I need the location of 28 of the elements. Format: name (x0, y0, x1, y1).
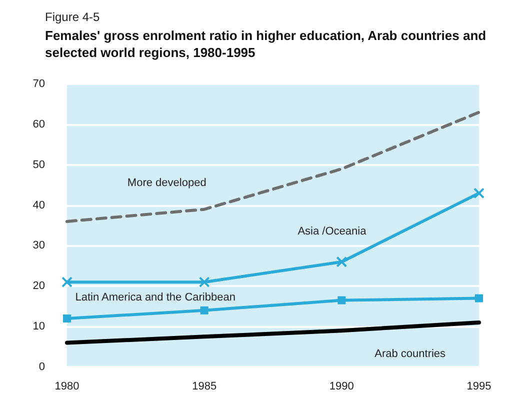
point (63, 314, 71, 322)
point (338, 296, 346, 304)
point (474, 188, 484, 199)
y-tick-label: 20 (32, 280, 45, 292)
y-tick-label: 50 (32, 158, 45, 171)
y-tick-label: 70 (32, 78, 45, 90)
y-tick-label: 40 (32, 199, 45, 212)
point (198, 276, 210, 288)
point (200, 306, 208, 314)
y-tick-label: 60 (32, 118, 45, 130)
series-label: Asia /Oceania (298, 226, 368, 238)
series-label: Latin America and the Caribbean (75, 291, 236, 304)
line-series (66, 110, 480, 223)
y-tick-label: 10 (32, 320, 45, 333)
x-tick-label: 1995 (466, 380, 492, 392)
series-label: Arab countries (374, 348, 446, 360)
point (62, 276, 72, 288)
y-tick-label: 0 (38, 361, 45, 373)
line-series (65, 320, 481, 345)
x-tick-label: 1980 (54, 380, 80, 392)
chart-subtitle: Figure 4-5 (45, 10, 100, 24)
chart-title: Females' gross enrolment ratio in higher education, Arab countries and selected world regions, 1980-1995 (45, 28, 490, 60)
x-tick-label: 1990 (329, 380, 354, 392)
series-label: More developed (127, 177, 206, 190)
x-tick-label: 1985 (192, 380, 217, 392)
y-tick-label: 30 (32, 240, 45, 252)
point (336, 256, 348, 268)
point (475, 294, 483, 302)
